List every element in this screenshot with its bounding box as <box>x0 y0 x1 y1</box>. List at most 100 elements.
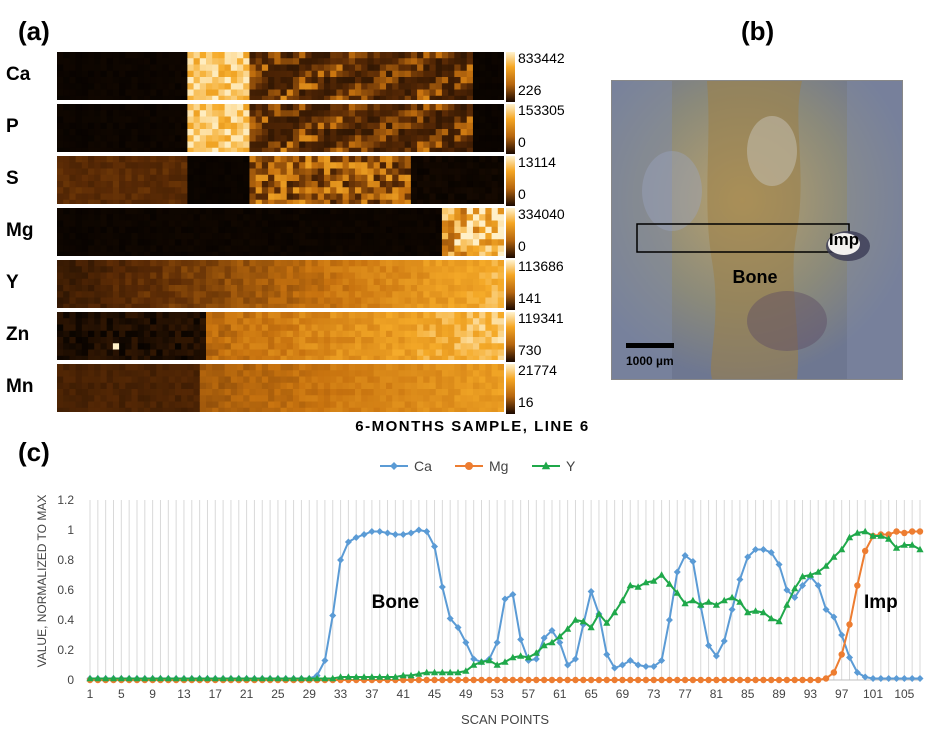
colorbar-y <box>506 260 515 310</box>
point-ca <box>548 627 556 634</box>
point-ca <box>423 528 431 535</box>
point-y <box>196 674 204 682</box>
y-tick-label: 1 <box>67 523 74 537</box>
point-y <box>822 562 830 569</box>
point-ca <box>391 531 399 538</box>
point-y <box>540 641 548 649</box>
point-y <box>430 668 439 676</box>
y-tick-label: 0.6 <box>57 583 74 597</box>
chart-series <box>86 526 924 684</box>
colorbar-min-mn: 16 <box>518 394 534 410</box>
chart-annotations: Bone Imp <box>372 592 898 613</box>
point-y <box>587 623 595 631</box>
x-tick-label: 17 <box>209 687 223 701</box>
point-y <box>313 674 321 682</box>
point-y <box>274 674 282 682</box>
point-y <box>704 598 713 605</box>
x-tick-label: 81 <box>710 687 724 701</box>
point-y <box>376 673 384 680</box>
point-mg <box>439 676 446 684</box>
x-tick-label: 9 <box>149 687 156 701</box>
point-ca <box>916 675 924 682</box>
element-label-y: Y <box>6 272 19 293</box>
point-ca <box>869 675 877 682</box>
point-mg <box>603 676 610 684</box>
point-mg <box>564 676 571 684</box>
colorbar-max-mg: 334040 <box>518 206 565 222</box>
point-mg <box>705 676 712 684</box>
chart-grid <box>89 500 921 681</box>
point-mg <box>556 676 564 684</box>
element-label-mn: Mn <box>6 376 34 397</box>
x-axis: 1 5 9 13 17 21 25 29 33 37 41 45 49 53 57 61 65 69 73 77 81 8… <box>87 687 915 701</box>
point-y <box>352 673 360 680</box>
series-y <box>86 527 924 682</box>
point-ca <box>900 675 908 682</box>
point-mg <box>548 676 556 684</box>
colorbar-min-s: 0 <box>518 186 526 202</box>
point-ca <box>344 538 352 546</box>
point-ca <box>877 675 885 682</box>
point-y <box>438 668 446 676</box>
point-ca <box>853 669 861 676</box>
scale-bar <box>626 343 674 348</box>
point-y <box>94 674 102 682</box>
point-y <box>282 674 290 682</box>
point-mg <box>744 676 751 684</box>
point-y <box>266 674 274 682</box>
point-y <box>759 608 767 616</box>
point-ca <box>908 675 916 682</box>
point-mg <box>713 676 720 684</box>
point-y <box>211 674 219 682</box>
legend-item-mg: Mg <box>455 458 508 474</box>
point-y <box>556 632 564 640</box>
imp-photo-label: Imp <box>829 230 859 249</box>
point-y <box>289 674 298 682</box>
point-y <box>900 541 908 548</box>
point-mg <box>768 676 775 684</box>
point-ca <box>454 624 462 631</box>
scale-bar-label: 1000 µm <box>626 354 674 368</box>
x-tick-label: 41 <box>397 687 411 701</box>
point-ca <box>767 549 775 556</box>
point-ca <box>618 661 626 669</box>
point-y <box>618 596 627 604</box>
point-ca <box>893 675 901 682</box>
point-ca <box>752 546 760 553</box>
point-y <box>517 652 525 659</box>
line-chart: Ca Mg Y 0 0.2 0.4 0.6 0.8 1 1.2 1 5 9 13 17 21 25 29 33 3… <box>35 458 924 727</box>
x-tick-label: 93 <box>804 687 818 701</box>
point-ca <box>626 657 634 664</box>
colorbar-s <box>506 156 515 206</box>
point-mg <box>509 676 517 684</box>
point-y <box>845 533 854 541</box>
x-tick-label: 5 <box>118 687 125 701</box>
annotation-bone: Bone <box>372 592 420 613</box>
point-y <box>658 571 666 578</box>
point-y <box>720 596 728 604</box>
point-ca <box>571 655 579 663</box>
heatmap-zn <box>57 312 504 362</box>
point-mg <box>627 676 634 684</box>
panel-label-a: (a) <box>18 16 50 46</box>
x-tick-label: 37 <box>365 687 379 701</box>
point-ca <box>775 561 783 568</box>
point-y <box>415 670 423 677</box>
x-tick-label: 65 <box>584 687 598 701</box>
point-mg <box>854 582 861 589</box>
point-y <box>579 617 587 625</box>
point-y <box>470 661 478 668</box>
point-ca <box>634 661 642 669</box>
legend-label-mg: Mg <box>489 458 508 474</box>
annotation-imp: Imp <box>864 592 898 613</box>
point-mg <box>525 676 532 684</box>
colorbar-min-p: 0 <box>518 134 526 150</box>
point-y <box>665 580 674 587</box>
point-mg <box>822 675 830 682</box>
point-mg <box>540 676 548 684</box>
point-ca <box>360 531 368 538</box>
element-label-ca: Ca <box>6 64 31 85</box>
element-label-zn: Zn <box>6 324 30 345</box>
point-mg <box>901 529 908 537</box>
sample-subtitle: 6-MONTHS SAMPLE, LINE 6 <box>355 418 590 435</box>
